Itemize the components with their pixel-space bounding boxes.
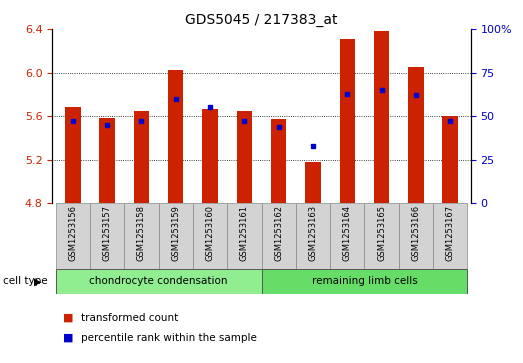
Text: GSM1253160: GSM1253160 bbox=[206, 205, 214, 261]
Bar bbox=[330, 203, 365, 269]
Text: GSM1253156: GSM1253156 bbox=[69, 205, 77, 261]
Bar bbox=[399, 203, 433, 269]
Text: percentile rank within the sample: percentile rank within the sample bbox=[81, 333, 257, 343]
Bar bbox=[227, 203, 262, 269]
Text: ▶: ▶ bbox=[35, 276, 42, 286]
Bar bbox=[99, 118, 115, 203]
Bar bbox=[365, 203, 399, 269]
Text: GSM1253167: GSM1253167 bbox=[446, 205, 454, 261]
Bar bbox=[433, 203, 467, 269]
Bar bbox=[271, 119, 287, 203]
Bar bbox=[262, 203, 296, 269]
Text: transformed count: transformed count bbox=[81, 313, 178, 323]
Text: GSM1253165: GSM1253165 bbox=[377, 205, 386, 261]
Bar bbox=[339, 39, 355, 203]
Bar bbox=[193, 203, 227, 269]
Bar bbox=[262, 269, 467, 294]
Bar bbox=[296, 203, 330, 269]
Text: cell type: cell type bbox=[3, 276, 47, 286]
Text: ■: ■ bbox=[63, 333, 73, 343]
Bar bbox=[168, 70, 184, 203]
Bar bbox=[305, 162, 321, 203]
Text: GSM1253162: GSM1253162 bbox=[274, 205, 283, 261]
Text: ■: ■ bbox=[63, 313, 73, 323]
Text: remaining limb cells: remaining limb cells bbox=[312, 276, 417, 286]
Bar bbox=[442, 116, 458, 203]
Text: GSM1253159: GSM1253159 bbox=[171, 205, 180, 261]
Text: GSM1253157: GSM1253157 bbox=[103, 205, 112, 261]
Bar bbox=[124, 203, 158, 269]
Title: GDS5045 / 217383_at: GDS5045 / 217383_at bbox=[185, 13, 338, 26]
Bar bbox=[65, 107, 81, 203]
Bar bbox=[158, 203, 193, 269]
Bar bbox=[408, 67, 424, 203]
Text: GSM1253164: GSM1253164 bbox=[343, 205, 352, 261]
Bar bbox=[56, 203, 90, 269]
Text: GSM1253158: GSM1253158 bbox=[137, 205, 146, 261]
Bar bbox=[202, 109, 218, 203]
Bar bbox=[134, 111, 149, 203]
Bar bbox=[236, 111, 252, 203]
Bar bbox=[56, 269, 262, 294]
Text: GSM1253163: GSM1253163 bbox=[309, 205, 317, 261]
Bar bbox=[90, 203, 124, 269]
Text: GSM1253161: GSM1253161 bbox=[240, 205, 249, 261]
Text: chondrocyte condensation: chondrocyte condensation bbox=[89, 276, 228, 286]
Bar bbox=[374, 31, 389, 203]
Text: GSM1253166: GSM1253166 bbox=[411, 205, 420, 261]
